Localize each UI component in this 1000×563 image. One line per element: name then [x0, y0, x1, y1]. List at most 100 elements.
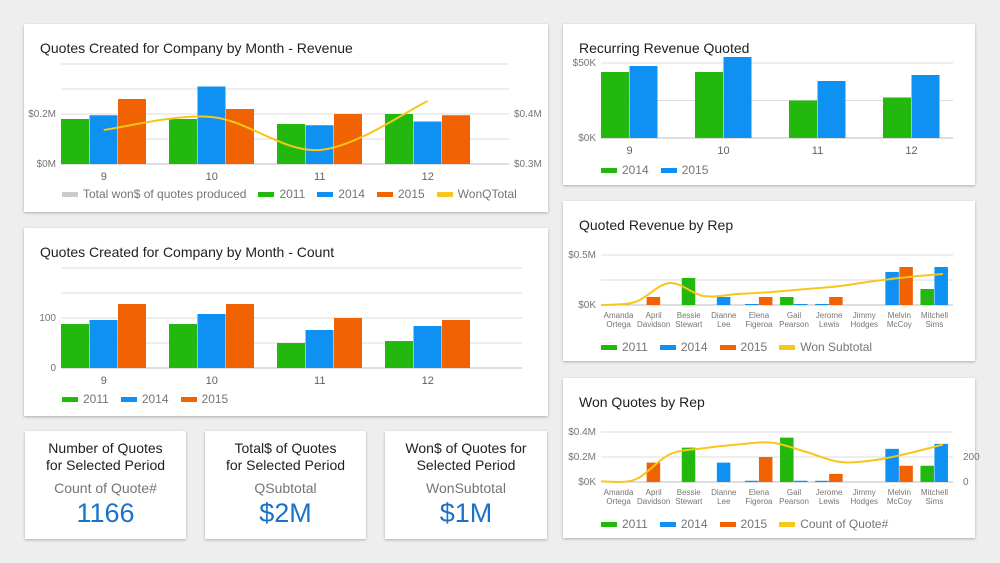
count-chart[interactable]: 0 100 9 10 11 12 — [24, 228, 548, 416]
recurring-chart-title: Recurring Revenue Quoted — [579, 40, 750, 56]
x-tick-label: 10 — [206, 171, 218, 183]
rep-revenue-chart-card: Quoted Revenue by Rep $0K $0.5M Amanda Orte… — [563, 201, 975, 361]
legend-swatch-icon — [719, 521, 736, 527]
x-tick-label: 11 — [314, 171, 325, 183]
legend-label: 2015 — [397, 187, 425, 201]
kpi-title: Won$ of Quotes for Selected Period — [405, 440, 527, 473]
bar-2014 — [885, 272, 899, 305]
legend-swatch-icon — [601, 167, 617, 173]
legend-label: 2014 — [338, 187, 365, 201]
x-tick-label: Amanda — [604, 311, 634, 320]
kpi-value: $2M — [259, 498, 312, 528]
legend-item[interactable]: 2014 — [120, 392, 169, 406]
legend-item[interactable]: 2011 — [601, 340, 648, 354]
legend-label: Total won$ of quotes produced — [83, 187, 247, 201]
x-tick-label: 9 — [101, 375, 107, 387]
legend-label: 2011 — [622, 517, 648, 531]
x-tick-label: Pearson — [779, 320, 809, 329]
y-tick-label: 100 — [39, 313, 56, 324]
bar-2011 — [385, 114, 413, 164]
legend-label: 2015 — [740, 517, 768, 531]
bar-2014 — [744, 304, 759, 305]
bar-2011 — [780, 297, 794, 305]
legend-item[interactable]: 2015 — [180, 392, 228, 406]
y-tick-label: 0 — [50, 363, 56, 374]
bar-2014 — [815, 480, 829, 482]
bar-2011 — [61, 119, 89, 164]
legend-swatch-icon — [601, 521, 617, 527]
legend-swatch-icon — [376, 191, 393, 197]
legend-swatch-icon — [120, 396, 137, 402]
legend-item[interactable]: Won Subtotal — [779, 340, 872, 354]
series-line — [103, 100, 429, 152]
x-tick-label: Dianne — [711, 488, 737, 497]
bar-2014 — [883, 97, 911, 138]
bar-2011 — [277, 343, 305, 368]
y2-tick-label: 200 — [963, 452, 980, 463]
bar-2014 — [934, 267, 948, 305]
bar-2015 — [646, 462, 661, 482]
legend-item[interactable]: 2015 — [719, 340, 767, 354]
kpi-card-quote-count[interactable]: Number of Quotes for Selected Period Coun… — [25, 431, 186, 539]
x-tick-label: Gail — [787, 488, 801, 497]
count-chart-card: Quotes Created for Company by Month - Co… — [24, 228, 548, 416]
bar-2015 — [226, 109, 254, 164]
y2-tick-label: $0.4M — [514, 109, 542, 120]
x-tick-label: 12 — [422, 171, 434, 183]
kpi-card-won-dollars[interactable]: Won$ of Quotes for Selected Period WonSub… — [385, 431, 547, 539]
legend-label: WonQTotal — [457, 187, 517, 201]
x-tick-label: Lewis — [819, 320, 839, 329]
rep-revenue-chart-title: Quoted Revenue by Rep — [579, 217, 734, 233]
x-tick-label: Ortega — [606, 497, 631, 506]
legend-item[interactable]: 2014 — [601, 163, 649, 177]
x-tick-label: Gail — [787, 311, 801, 320]
legend-swatch-icon — [659, 344, 676, 350]
x-tick-label: Figeroa — [745, 497, 773, 506]
bar-2014 — [934, 443, 948, 482]
revenue-chart-title: Quotes Created for Company by Month - Re… — [40, 40, 353, 56]
legend-item[interactable]: 2011 — [62, 392, 109, 406]
x-tick-label: Sims — [926, 497, 944, 506]
x-tick-label: Hodges — [850, 320, 878, 329]
legend-swatch-icon — [180, 396, 197, 402]
y-tick-label: $0K — [578, 133, 596, 144]
revenue-chart[interactable]: $0M $0.2M $0.3M $0.4M 9 10 11 12 — [24, 24, 548, 212]
legend-item[interactable]: 2011 — [601, 517, 648, 531]
legend-item[interactable]: WonQTotal — [436, 187, 517, 201]
bar-2015 — [226, 304, 254, 368]
legend-swatch-icon — [258, 191, 275, 197]
x-tick-label: 10 — [717, 145, 729, 157]
rep-revenue-chart[interactable]: $0K$0.5MAmandaOrtegaAprilDavidsonBessieS… — [563, 201, 975, 361]
legend-item[interactable]: 2015 — [376, 187, 425, 201]
legend-item[interactable]: 2014 — [659, 517, 708, 531]
legend-label: 2011 — [622, 340, 648, 354]
x-tick-label: McCoy — [887, 320, 912, 329]
legend-item[interactable]: 2014 — [659, 340, 708, 354]
kpi-card-total-dollars[interactable]: Total$ of Quotes for Selected Period QSub… — [205, 431, 366, 539]
kpi-value: $1M — [439, 498, 493, 528]
x-tick-label: Davidson — [637, 497, 670, 506]
x-tick-label: 11 — [314, 375, 325, 387]
x-tick-label: Amanda — [604, 488, 634, 497]
recurring-chart[interactable]: $0K $50K 9 10 11 12 — [563, 24, 975, 185]
legend-item[interactable]: Count of Quote# — [779, 517, 888, 531]
legend-item[interactable]: 2014 — [317, 187, 365, 201]
bar-2011 — [277, 124, 305, 164]
bar-2014 — [413, 326, 442, 368]
legend-item[interactable]: 2015 — [660, 163, 708, 177]
y-tick-label: $0.2M — [568, 452, 596, 463]
x-tick-label: Davidson — [637, 320, 670, 329]
bar-2011 — [681, 447, 696, 482]
y-tick-label: $0.5M — [568, 250, 596, 261]
bar-2014 — [413, 121, 442, 164]
legend-item[interactable]: 2015 — [719, 517, 768, 531]
legend-swatch-icon — [601, 344, 617, 350]
legend-swatch-icon — [779, 521, 796, 527]
bar-2014 — [89, 320, 118, 368]
bar-2015 — [118, 304, 146, 368]
legend-item[interactable]: Total won$ of quotes produced — [62, 187, 246, 201]
legend-item[interactable]: 2011 — [258, 187, 305, 201]
x-tick-label: Mitchell — [921, 311, 948, 320]
x-tick-label: 11 — [812, 145, 823, 157]
